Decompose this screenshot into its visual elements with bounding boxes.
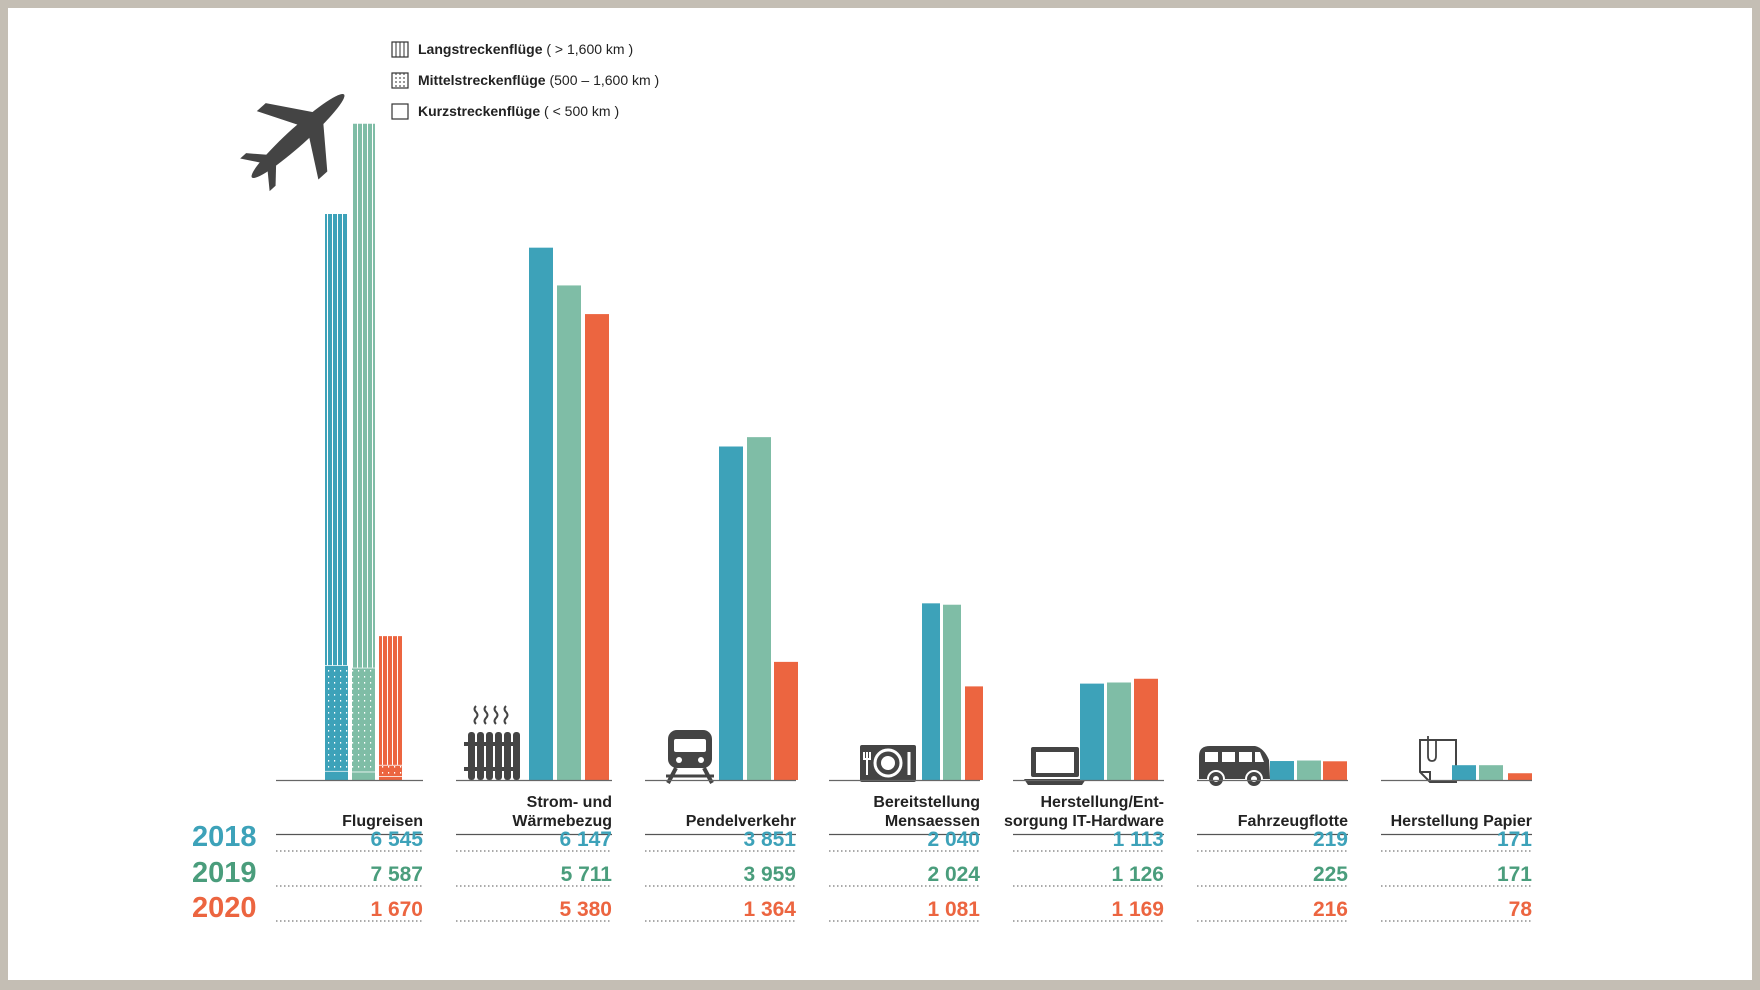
bar-6-2019	[1479, 765, 1503, 780]
legend-label-medium: Mittelstreckenflüge (500 – 1,600 km )	[418, 72, 659, 88]
train-icon	[666, 730, 714, 784]
value-2018: 2 040	[927, 828, 980, 851]
bar-pattern-2018-medium	[325, 665, 348, 771]
bar-4-2019	[1107, 682, 1131, 780]
value-table: 6 545 7 587 1 670 6 147 5 711 5 380 3 851 3 959…	[192, 821, 1532, 924]
airplane-icon	[240, 93, 345, 192]
plate-icon	[860, 745, 916, 782]
legend: Langstreckenflüge ( > 1,600 km ) Mittels…	[391, 41, 659, 120]
bar-3-2018	[922, 603, 940, 780]
bar-5-2018	[1270, 761, 1294, 780]
category-label: Herstellung Papier	[1391, 813, 1532, 830]
value-2020: 1 670	[370, 898, 423, 921]
labels-layer: Flugreisen Strom- und Wärmebezug Pendelverk…	[342, 794, 1532, 830]
value-2020: 78	[1509, 898, 1533, 921]
value-2019: 5 711	[561, 863, 613, 886]
bar-5-2020	[1323, 761, 1347, 780]
radiator-icon	[464, 705, 520, 780]
bar-pattern-2020-medium	[379, 764, 402, 777]
bar-flugreisen-2020-short	[379, 776, 402, 780]
category-label: Bereitstellung	[873, 794, 980, 811]
value-2019: 3 959	[743, 863, 796, 886]
bar-2-2018	[719, 446, 743, 780]
legend-item-long: Langstreckenflüge ( > 1,600 km )	[391, 41, 633, 58]
bar-3-2020	[965, 686, 983, 780]
value-2019: 225	[1313, 863, 1348, 886]
bar-pattern-2019-long	[352, 122, 375, 668]
paper-icon	[1419, 736, 1457, 783]
category-label: Fahrzeugflotte	[1238, 813, 1348, 830]
bar-pattern-2018-long	[325, 213, 348, 666]
year-label-2018: 2018	[192, 821, 257, 853]
value-2018: 171	[1497, 828, 1532, 851]
value-2019: 1 126	[1111, 863, 1164, 886]
value-2020: 216	[1313, 898, 1348, 921]
legend-item-short: Kurzstreckenflüge ( < 500 km )	[391, 103, 619, 120]
value-2018: 1 113	[1113, 828, 1164, 851]
legend-label-short: Kurzstreckenflüge ( < 500 km )	[418, 103, 619, 119]
category-label: sorgung IT-Hardware	[1004, 813, 1164, 830]
value-2020: 1 364	[743, 898, 796, 921]
value-2019: 2 024	[927, 863, 980, 886]
category-label: Flugreisen	[342, 813, 423, 830]
value-2018: 6 545	[370, 828, 423, 851]
laptop-icon	[1024, 747, 1086, 785]
year-label-2019: 2019	[192, 857, 257, 889]
value-2020: 1 169	[1111, 898, 1164, 921]
chart-frame: Langstreckenflüge ( > 1,600 km ) Mittels…	[8, 8, 1752, 980]
legend-label-long: Langstreckenflüge ( > 1,600 km )	[418, 41, 633, 57]
value-2019: 7 587	[370, 863, 423, 886]
category-label: Strom- und	[527, 794, 612, 811]
category-label: Herstellung/Ent-	[1040, 794, 1164, 811]
van-icon	[1199, 746, 1270, 788]
bar-flugreisen-2019-short	[352, 771, 375, 780]
bar-flugreisen-2018-short	[325, 770, 348, 780]
category-label: Pendelverkehr	[686, 813, 796, 830]
value-2019: 171	[1497, 863, 1532, 886]
bar-3-2019	[943, 604, 961, 780]
bar-pattern-2019-medium	[352, 667, 375, 772]
value-2018: 6 147	[559, 828, 612, 851]
value-2018: 219	[1313, 828, 1348, 851]
chart-canvas: Langstreckenflüge ( > 1,600 km ) Mittels…	[192, 41, 1532, 924]
bar-6-2018	[1452, 765, 1476, 780]
bar-2-2020	[774, 661, 798, 780]
bar-1-2019	[557, 285, 581, 780]
bar-6-2020	[1508, 773, 1532, 780]
value-2020: 1 081	[927, 898, 980, 921]
bar-2-2019	[747, 437, 771, 780]
value-2018: 3 851	[743, 828, 796, 851]
category-label: Wärmebezug	[512, 813, 612, 830]
bar-4-2018	[1080, 683, 1104, 780]
bar-pattern-2020-long	[379, 635, 402, 765]
bar-4-2020	[1134, 678, 1158, 780]
bar-1-2018	[529, 247, 553, 780]
bar-5-2019	[1297, 760, 1321, 780]
category-label: Mensaessen	[885, 813, 980, 830]
axes-layer	[276, 779, 1532, 836]
legend-item-medium: Mittelstreckenflüge (500 – 1,600 km )	[391, 72, 659, 89]
bars-layer	[325, 122, 1532, 780]
bar-1-2020	[585, 314, 609, 780]
value-2020: 5 380	[559, 898, 612, 921]
year-label-2020: 2020	[192, 892, 257, 924]
